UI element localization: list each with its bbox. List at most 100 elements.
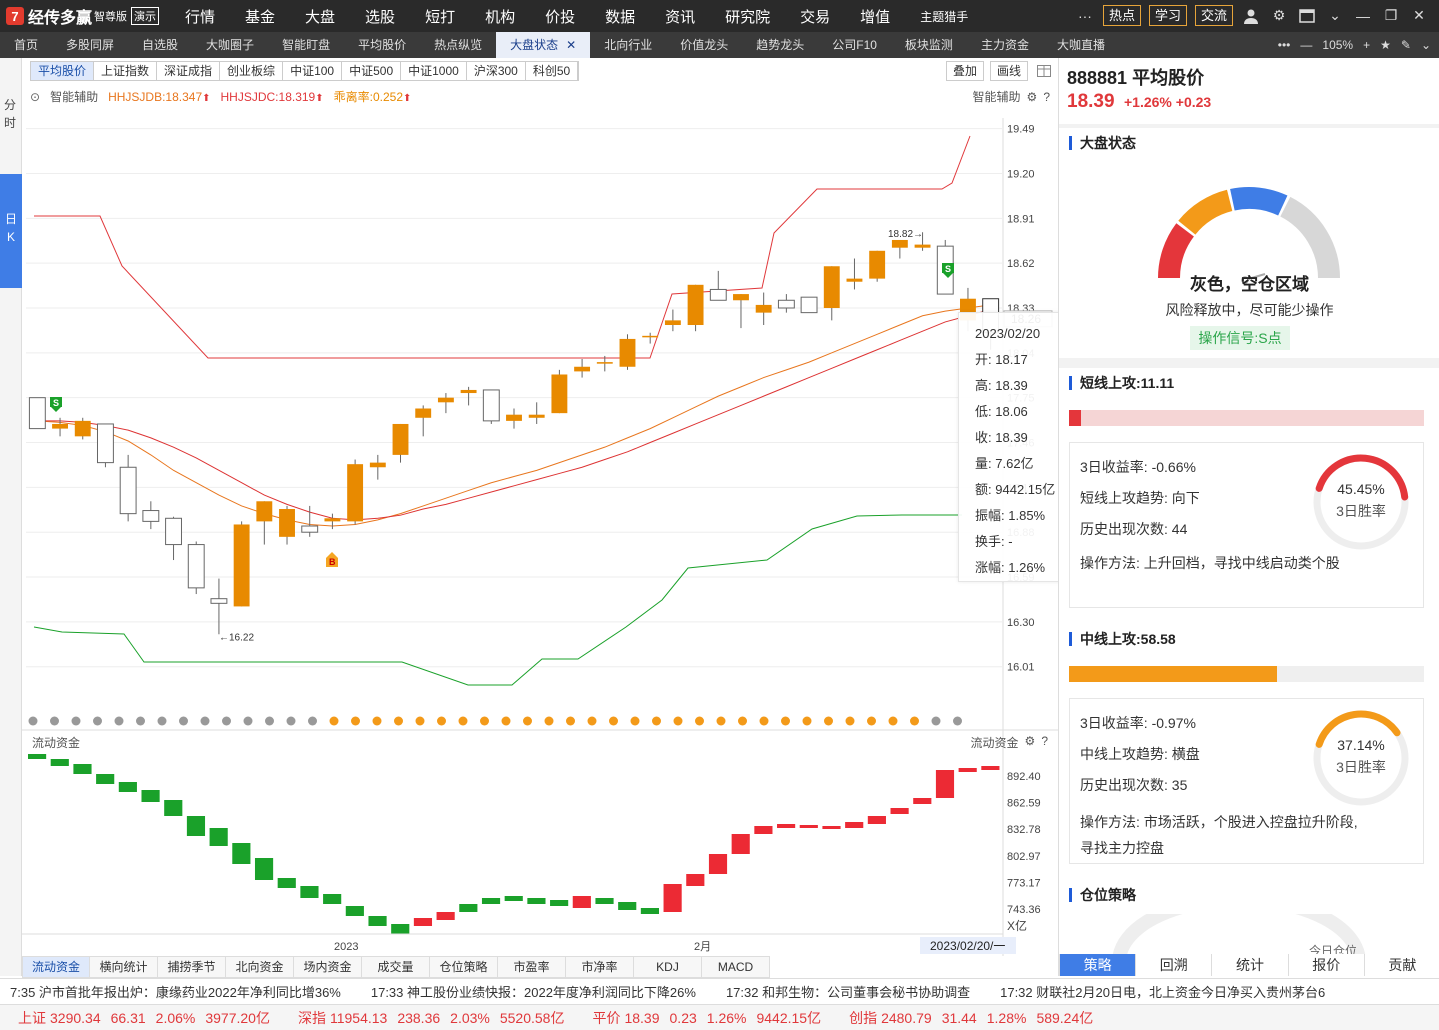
collapse-icon[interactable]: ⊙ [30, 89, 41, 104]
tab-item[interactable]: 公司F10 [818, 32, 891, 58]
indicator-tab[interactable]: 场内资金 [294, 956, 362, 978]
index-button[interactable]: 科创50 [525, 62, 579, 80]
tab-item[interactable]: 北向行业 [590, 32, 666, 58]
panel-tab[interactable]: 回溯 [1135, 954, 1211, 976]
window-icon[interactable] [1297, 6, 1317, 26]
news-item[interactable]: 17:32 财联社2月20日电，北上资金今日净买入贵州茅台6 [1000, 985, 1326, 1000]
gear-icon[interactable]: ⚙ [1026, 89, 1038, 104]
nav-item[interactable]: 短打 [425, 8, 456, 26]
nav-item[interactable]: 大盘 [305, 8, 336, 26]
index-button[interactable]: 中证100 [283, 62, 343, 80]
nav-item[interactable]: 数据 [605, 8, 636, 26]
panel-tab[interactable]: 贡献 [1363, 954, 1439, 976]
candle[interactable] [460, 386, 477, 406]
sell-signal[interactable]: S [942, 263, 954, 278]
candle[interactable] [869, 250, 886, 282]
candle[interactable] [142, 501, 160, 530]
tab-item[interactable]: 板块监测 [891, 32, 967, 58]
candle[interactable] [482, 389, 500, 424]
candle[interactable] [233, 521, 250, 607]
indicator-tab[interactable]: 捕捞季节 [158, 956, 226, 978]
candle[interactable] [96, 423, 114, 468]
hot-button[interactable]: 热点 [1102, 5, 1141, 26]
index-button[interactable]: 深证成指 [157, 62, 221, 80]
candle[interactable] [619, 334, 636, 370]
candle[interactable] [119, 454, 137, 522]
learn-button[interactable]: 学习 [1148, 5, 1187, 26]
candle[interactable] [324, 513, 341, 530]
tab-item[interactable]: 智能盯盘 [268, 32, 344, 58]
index-button[interactable]: 中证500 [342, 62, 402, 80]
candle[interactable] [392, 423, 409, 463]
zoom-in-icon[interactable]: + [1363, 38, 1371, 52]
draw-line-button[interactable]: 画线 [989, 61, 1028, 81]
news-item[interactable]: 17:33 神工股份业绩快报：2022年度净利润同比下降26% [370, 985, 696, 1000]
close-tab-icon[interactable]: ✕ [566, 38, 577, 52]
candle[interactable] [733, 294, 749, 329]
index-quote[interactable]: 上证 3290.34 66.31 2.06% 3977.20亿 [18, 1008, 280, 1028]
panel-tab[interactable]: 统计 [1211, 954, 1287, 976]
restore-icon[interactable]: ❐ [1384, 7, 1398, 23]
nav-item[interactable]: 增值 [860, 8, 891, 26]
nav-item[interactable]: 资讯 [665, 8, 696, 26]
candle[interactable] [528, 402, 545, 424]
candle[interactable] [846, 258, 863, 290]
index-quote[interactable]: 创指 2480.79 31.44 1.28% 589.24亿 [849, 1008, 1103, 1028]
minimize-icon[interactable]: — [1356, 7, 1370, 24]
candle[interactable] [755, 292, 772, 326]
candle[interactable] [574, 359, 591, 378]
gear-icon[interactable]: ⚙ [1272, 7, 1286, 23]
candle[interactable] [891, 239, 908, 259]
nav-item[interactable]: 行情 [185, 8, 216, 26]
chevron-down-icon[interactable]: ⌄ [1420, 38, 1431, 52]
tab-item[interactable]: 首页 [0, 32, 52, 58]
candle[interactable] [709, 270, 727, 301]
candle[interactable] [74, 417, 91, 440]
indicator-tab[interactable]: 市净率 [566, 956, 634, 978]
candle[interactable] [301, 505, 319, 537]
candle[interactable] [823, 266, 840, 321]
index-quote[interactable]: 平价 18.39 0.23 1.26% 9442.15亿 [592, 1008, 831, 1028]
layout-grid-icon[interactable] [1034, 61, 1054, 81]
tab-item[interactable]: 价值龙头 [666, 32, 742, 58]
nav-item[interactable]: 机构 [485, 8, 516, 26]
nav-item[interactable]: 交易 [800, 8, 831, 26]
overlay-button[interactable]: 叠加 [945, 61, 984, 81]
tab-item[interactable]: 热点纵览 [420, 32, 496, 58]
close-icon[interactable]: ✕ [1413, 7, 1425, 23]
news-item[interactable]: 7:35 沪市首批年报出炉：康缘药业2022年净利同比增36% [10, 985, 341, 1000]
help-icon[interactable]: ? [1041, 734, 1048, 748]
nav-item[interactable]: 基金 [245, 8, 276, 26]
gear-icon[interactable]: ⚙ [1024, 734, 1036, 748]
candle[interactable] [642, 332, 659, 344]
indicator-tab[interactable]: 仓位策略 [430, 956, 498, 978]
indicator-tab[interactable]: 北向资金 [226, 956, 294, 978]
candle[interactable] [210, 578, 228, 635]
tab-item[interactable]: 主力资金 [967, 32, 1043, 58]
candle[interactable] [52, 417, 68, 437]
demo-badge[interactable]: 演示 [131, 7, 160, 25]
buy-signal[interactable]: B [326, 552, 338, 567]
candle[interactable] [415, 405, 432, 437]
nav-item[interactable]: 价投 [545, 8, 576, 26]
index-button[interactable]: 平均股价 [31, 62, 95, 80]
more-icon[interactable]: ··· [1077, 7, 1092, 24]
candle[interactable] [28, 397, 46, 430]
help-icon[interactable]: ? [1043, 89, 1050, 104]
app-logo[interactable]: 7 经传多赢 智尊版 演示 [0, 4, 185, 28]
theme-hunter-link[interactable]: 主题猎手 [920, 9, 969, 24]
nav-item[interactable]: 选股 [365, 8, 396, 26]
candle[interactable] [596, 355, 613, 372]
candle[interactable] [256, 501, 273, 545]
indicator-tab[interactable]: MACD [702, 956, 770, 978]
candle[interactable] [800, 296, 818, 314]
talk-button[interactable]: 交流 [1194, 5, 1233, 26]
tab-item[interactable]: 大咖直播 [1043, 32, 1119, 58]
candle[interactable] [777, 294, 795, 313]
more-tabs-icon[interactable]: ••• [1277, 38, 1291, 52]
candle[interactable] [279, 505, 295, 545]
tab-item[interactable]: 多股同屏 [52, 32, 128, 58]
tab-item[interactable]: 大盘状态 ✕ [496, 32, 591, 58]
indicator-tab[interactable]: KDJ [634, 956, 702, 978]
star-icon[interactable]: ★ [1380, 38, 1391, 52]
